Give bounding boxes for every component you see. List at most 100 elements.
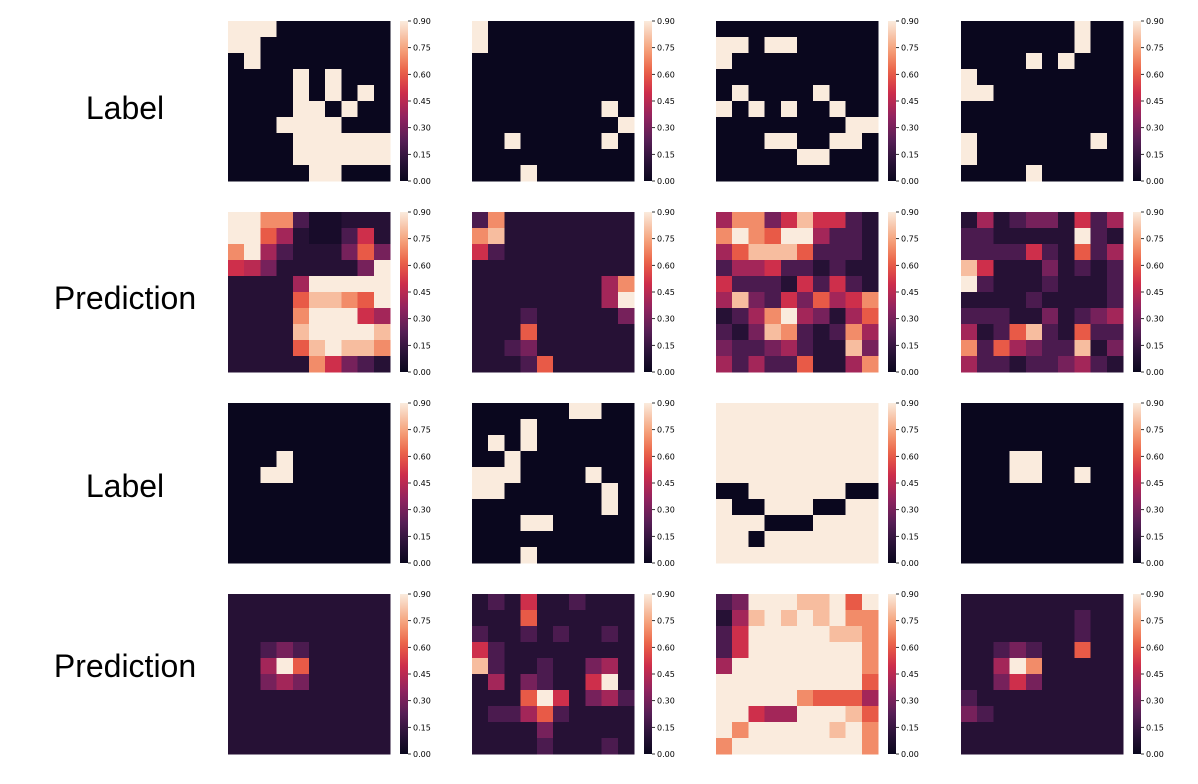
heatmap-cell — [1042, 403, 1059, 420]
heatmap-cell — [764, 21, 782, 38]
heatmap-cell — [732, 292, 749, 309]
heatmap-cell — [536, 658, 554, 675]
heatmap-cell — [373, 117, 391, 134]
heatmap-cell — [488, 37, 505, 54]
heatmap-cell — [585, 738, 602, 755]
heatmap-cell — [553, 244, 570, 261]
heatmap-cell — [520, 340, 538, 357]
heatmap-cell — [829, 212, 846, 229]
heatmap-cell — [1074, 37, 1091, 54]
heatmap-cell — [601, 21, 619, 38]
heatmap-cell — [845, 292, 863, 309]
heatmap-cell — [780, 483, 798, 500]
heatmap-panel: 0.000.150.300.450.600.750.90 — [961, 208, 1164, 377]
heatmap-cell — [601, 356, 619, 373]
heatmap-cell — [961, 37, 978, 54]
colorbar-tick-label: 0.90 — [901, 208, 919, 217]
heatmap-cell — [1058, 515, 1075, 532]
heatmap-cell — [244, 228, 261, 245]
heatmap-cell — [504, 467, 521, 484]
heatmap-cell — [861, 117, 879, 134]
heatmap-cell — [373, 435, 391, 452]
heatmap-cell — [845, 340, 863, 357]
heatmap-cell — [228, 451, 245, 468]
heatmap-cell — [764, 356, 782, 373]
colorbar-tick-label: 0.60 — [901, 261, 919, 270]
heatmap-panel: 0.000.150.300.450.600.750.90 — [961, 399, 1164, 568]
heatmap-cell — [977, 53, 994, 70]
heatmap-cell — [977, 626, 994, 643]
heatmap-cell — [472, 531, 489, 548]
heatmap-cell — [260, 499, 277, 516]
heatmap-cell — [961, 467, 978, 484]
heatmap-cell — [1042, 308, 1059, 325]
heatmap-cell — [1025, 658, 1043, 675]
heatmap-cell — [244, 308, 261, 325]
heatmap-cell — [845, 467, 863, 484]
heatmap-cell — [1009, 435, 1027, 452]
heatmap-cell — [260, 133, 277, 150]
heatmap-cell — [536, 212, 554, 229]
heatmap-cell — [845, 722, 863, 739]
heatmap-cell — [325, 69, 342, 86]
heatmap-cell — [504, 308, 521, 325]
heatmap-cell — [536, 292, 554, 309]
heatmap-cell — [1058, 499, 1075, 516]
heatmap-cell — [520, 85, 538, 102]
heatmap-cell — [228, 21, 245, 38]
heatmap-cell — [732, 499, 749, 516]
heatmap-cell — [325, 483, 342, 500]
heatmap-cell — [1074, 356, 1091, 373]
heatmap-cell — [260, 531, 277, 548]
heatmap-cell — [861, 722, 879, 739]
heatmap-cell — [292, 101, 310, 118]
heatmap-cell — [813, 149, 830, 166]
heatmap-cell — [977, 308, 994, 325]
heatmap-cell — [520, 467, 538, 484]
heatmap-cell — [536, 594, 554, 611]
heatmap-cell — [780, 515, 798, 532]
heatmap-cell — [292, 308, 310, 325]
heatmap-cell — [260, 610, 277, 627]
heatmap-cell — [373, 308, 391, 325]
heatmap-cell — [1090, 69, 1108, 86]
heatmap-cell — [1058, 308, 1075, 325]
heatmap-cell — [585, 531, 602, 548]
heatmap-cell — [716, 499, 733, 516]
heatmap-cell — [1074, 722, 1091, 739]
heatmap-cell — [472, 547, 489, 564]
heatmap-cell — [993, 483, 1010, 500]
colorbar-tick-label: 0.60 — [901, 70, 919, 79]
heatmap-cell — [325, 53, 342, 70]
heatmap-cell — [373, 53, 391, 70]
heatmap-cell — [732, 260, 749, 277]
heatmap-cell — [260, 117, 277, 134]
heatmap-cell — [325, 21, 342, 38]
heatmap-cell — [373, 610, 391, 627]
heatmap-cell — [373, 626, 391, 643]
heatmap-cell — [813, 276, 830, 293]
heatmap-cell — [748, 515, 765, 532]
colorbar-tick-label: 0.15 — [657, 723, 675, 732]
heatmap-cell — [748, 85, 765, 102]
heatmap-cell — [780, 308, 798, 325]
heatmap-cell — [585, 292, 602, 309]
heatmap-cell — [993, 165, 1010, 182]
heatmap-cell — [716, 308, 733, 325]
heatmap-cell — [569, 722, 586, 739]
heatmap-cell — [977, 642, 994, 659]
heatmap-cell — [472, 53, 489, 70]
colorbar-tick-label: 0.45 — [657, 288, 675, 297]
heatmap-cell — [260, 101, 277, 118]
colorbar-tick-label: 0.30 — [901, 315, 919, 324]
heatmap-cell — [536, 117, 554, 134]
heatmap-cell — [716, 276, 733, 293]
heatmap-cell — [845, 165, 863, 182]
colorbar-tick-label: 0.00 — [413, 368, 431, 377]
heatmap-cell — [797, 53, 814, 70]
heatmap-cell — [977, 722, 994, 739]
heatmap-cell — [309, 165, 326, 182]
heatmap-cell — [504, 531, 521, 548]
heatmap-cell — [488, 610, 505, 627]
colorbar-tick-label: 0.90 — [657, 399, 675, 408]
